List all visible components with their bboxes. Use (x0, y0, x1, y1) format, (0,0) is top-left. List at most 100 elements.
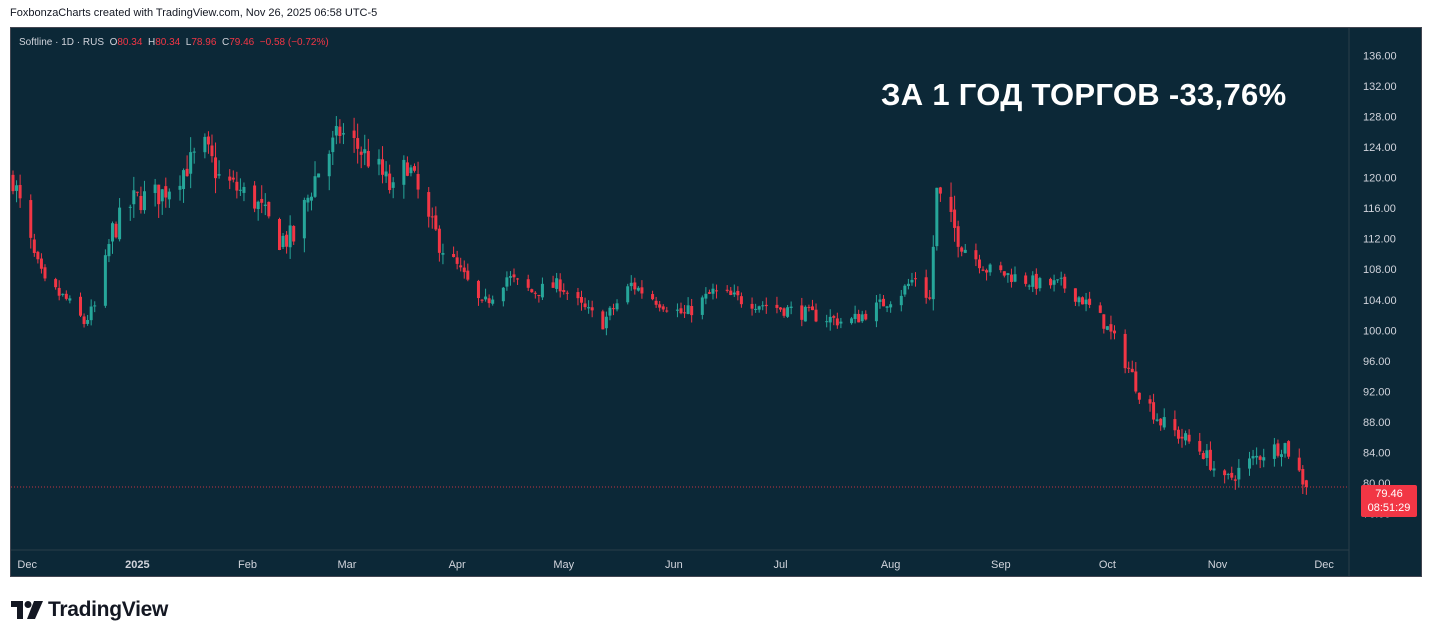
candle-down (1073, 288, 1077, 302)
candle-down (977, 259, 981, 269)
candle-up (263, 204, 267, 206)
candle-down (1187, 434, 1191, 442)
candle-down (1081, 297, 1085, 305)
candle-up (711, 288, 715, 294)
candle-down (405, 162, 409, 176)
candle-down (533, 292, 537, 294)
candle-down (1152, 402, 1156, 420)
candle-down (139, 195, 143, 211)
candle-down (928, 297, 932, 299)
candle-down (1173, 419, 1177, 431)
candle-up (686, 305, 690, 314)
candle-up (1056, 279, 1060, 281)
candle-down (782, 308, 786, 316)
candle-up (626, 286, 630, 303)
candle-up (508, 276, 512, 278)
candle-down (277, 218, 281, 250)
candle-up (317, 173, 321, 178)
candle-down (57, 287, 61, 296)
candle-down (437, 228, 441, 253)
candle-down (1109, 324, 1113, 332)
chart-credit: FoxbonzaCharts created with TradingView.… (10, 7, 378, 19)
candle-down (1009, 274, 1013, 282)
candle-down (1276, 443, 1280, 456)
candle-down (1134, 371, 1138, 392)
candle-up (402, 159, 406, 185)
candle-down (1180, 436, 1184, 439)
time-tick-label: Sep (991, 559, 1011, 571)
candle-up (1105, 326, 1109, 330)
candle-down (551, 282, 555, 288)
tradingview-logo-icon (11, 601, 43, 619)
price-tick-label: 88.00 (1363, 417, 1391, 429)
chart-headline: ЗА 1 ГОД ТОРГОВ -33,76% (881, 77, 1287, 112)
candle-up (128, 206, 132, 208)
candle-down (601, 311, 605, 330)
candle-up (331, 137, 335, 153)
candle-down (537, 294, 541, 296)
candle-down (79, 296, 83, 316)
candle-down (1127, 367, 1131, 369)
candle-up (1013, 274, 1017, 282)
candle-down (999, 265, 1003, 271)
candle-up (256, 201, 260, 210)
time-tick-label: Apr (449, 559, 466, 571)
candle-down (1233, 479, 1237, 481)
price-tick-label: 136.00 (1363, 51, 1397, 63)
candle-up (302, 199, 306, 239)
last-price-label: 79.46 08:51:29 (1361, 485, 1417, 517)
time-tick-label: Mar (338, 559, 357, 571)
candle-up (178, 185, 182, 190)
candle-up (281, 235, 285, 248)
candle-up (874, 302, 878, 322)
candle-down (206, 136, 210, 145)
candle-down (267, 201, 271, 217)
candle-down (157, 184, 161, 205)
candle-down (576, 292, 580, 299)
candle-up (1084, 299, 1088, 305)
candle-down (185, 168, 189, 177)
legend-low: 78.96 (191, 37, 217, 48)
candle-up (615, 303, 619, 310)
candle-down (135, 191, 139, 193)
candle-up (1251, 456, 1255, 459)
candle-down (651, 294, 655, 300)
candle-up (910, 279, 914, 283)
candle-down (29, 200, 33, 238)
candle-down (512, 274, 516, 278)
price-tick-label: 104.00 (1363, 295, 1397, 307)
candle-down (633, 282, 637, 290)
candle-down (18, 184, 22, 199)
candle-up (789, 306, 793, 308)
tradingview-logo[interactable]: TradingView (11, 598, 168, 622)
price-tick-label: 120.00 (1363, 173, 1397, 185)
candle-up (988, 264, 992, 273)
candle-up (484, 296, 488, 300)
time-tick-label: 2025 (125, 559, 149, 571)
candle-up (505, 277, 509, 287)
candle-up (327, 153, 331, 177)
candle-down (1130, 368, 1134, 373)
candle-down (462, 267, 466, 273)
candle-up (885, 306, 889, 308)
price-tick-label: 112.00 (1363, 234, 1396, 246)
candle-down (864, 313, 868, 320)
candle-down (292, 226, 296, 242)
candle-up (61, 293, 65, 295)
candle-down (800, 305, 804, 320)
candle-down (366, 150, 370, 167)
candle-down (1198, 441, 1202, 452)
candle-up (167, 191, 171, 200)
candle-up (1038, 278, 1042, 289)
chart-panel[interactable]: 76.0080.0084.0088.0092.0096.00100.00104.… (10, 27, 1422, 577)
candle-down (715, 290, 719, 292)
candle-up (1279, 454, 1283, 457)
legend-open: 80.34 (117, 37, 143, 48)
candle-down (953, 209, 957, 228)
candle-up (182, 170, 186, 190)
time-tick-label: Jul (773, 559, 787, 571)
candle-down (231, 177, 235, 180)
candle-up (704, 293, 708, 299)
candle-down (725, 289, 729, 291)
candle-up (103, 255, 107, 306)
